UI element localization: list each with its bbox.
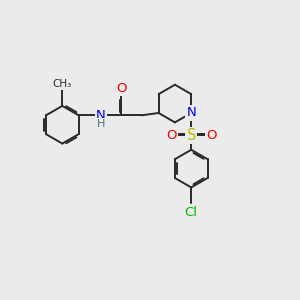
- Text: H: H: [97, 118, 105, 129]
- Text: N: N: [96, 109, 106, 122]
- Text: Cl: Cl: [185, 206, 198, 219]
- Text: O: O: [166, 129, 177, 142]
- Text: CH₃: CH₃: [53, 79, 72, 89]
- Text: N: N: [186, 106, 196, 119]
- Text: S: S: [187, 128, 196, 143]
- Text: O: O: [206, 129, 216, 142]
- Text: O: O: [116, 82, 127, 94]
